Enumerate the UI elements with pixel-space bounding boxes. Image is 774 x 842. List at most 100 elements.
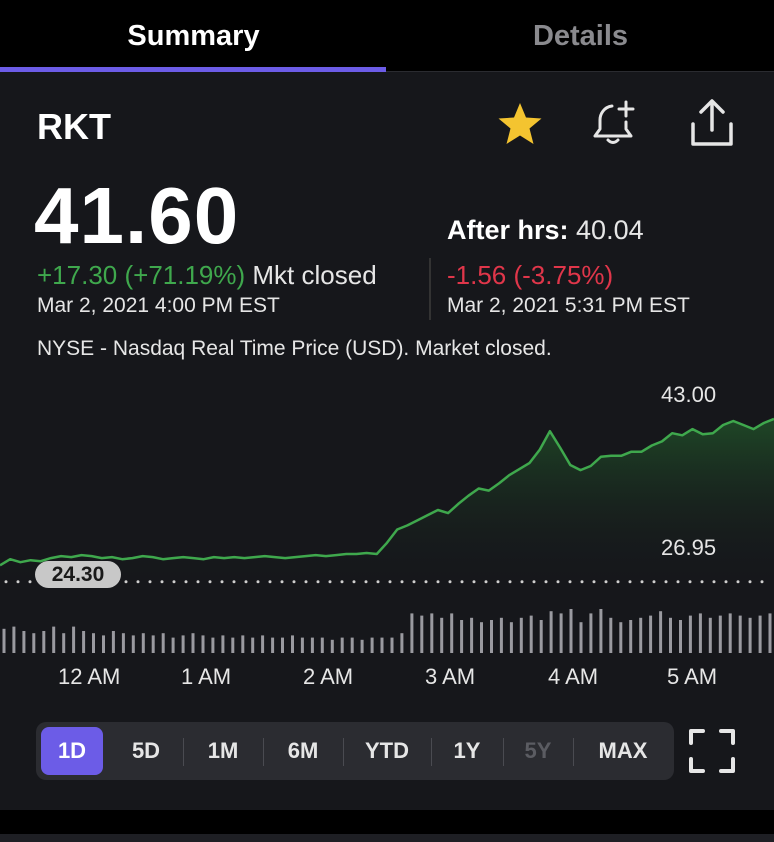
previous-close-dot [448,580,452,584]
previous-close-dot [700,580,704,584]
ticker-symbol: RKT [37,106,111,147]
chart-high-label: 43.00 [661,382,717,407]
range-separator [343,738,344,766]
volume-bar [649,615,653,653]
tab-summary[interactable]: Summary [127,20,260,52]
volume-bar [669,617,672,653]
previous-close-dot [520,580,524,584]
volume-bar [171,637,175,653]
quote-panel [0,72,774,810]
tab-divider [0,71,774,72]
previous-close-dot [364,580,368,584]
range-1y-button[interactable]: 1Y [453,738,481,763]
volume-bar [440,617,444,653]
volume-bar [151,635,155,653]
current-price: 41.60 [34,171,240,260]
previous-close-dot [628,580,632,584]
previous-close-dot [604,580,608,584]
volume-bar [679,620,682,653]
previous-close-dot [532,580,536,584]
volume-bar [141,633,145,653]
volume-bar [380,637,384,653]
volume-bar [390,637,394,653]
range-5d-button[interactable]: 5D [131,738,161,763]
close-timestamp: Mar 2, 2021 4:00 PM EST [37,294,280,317]
volume-bar [659,611,663,653]
range-separator [573,738,574,766]
previous-close-dot [508,580,512,584]
volume-bar [221,635,225,653]
volume-bar [579,622,583,653]
volume-bar [450,613,454,653]
range-1m-button[interactable]: 1M [207,738,239,763]
volume-bar [2,628,6,653]
previous-close-dot [472,580,476,584]
previous-close-dot [136,580,140,584]
volume-bar [201,635,205,653]
bell-plus-icon[interactable] [590,98,640,148]
volume-bar [261,635,265,653]
range-max-button[interactable]: MAX [598,738,648,763]
previous-close-dot [388,580,392,584]
range-6m-button[interactable]: 6M [287,738,319,763]
previous-close-dot [424,580,428,584]
range-5y-button: 5Y [524,738,552,763]
previous-close-dot [316,580,320,584]
active-tab-indicator [0,67,386,72]
tab-bar: Summary Details [0,0,774,72]
previous-close-dot [208,580,212,584]
volume-bar [52,626,56,653]
previous-close-dot [436,580,440,584]
previous-close-dot [544,580,548,584]
bottom-spacer [0,810,774,834]
previous-close-dot [256,580,260,584]
price-change: +17.30 (+71.19%) [37,260,246,290]
volume-bar [599,609,603,653]
range-ytd-button[interactable]: YTD [365,738,409,763]
previous-close-dot [292,580,296,584]
volume-bar [539,620,543,653]
previous-close-dot [556,580,560,584]
previous-close-dot [592,580,596,584]
volume-bar [281,637,284,653]
previous-close-badge: 24.30 [35,561,121,588]
range-1d-button[interactable]: 1D [41,727,103,775]
after-hours-label: After hrs: [447,215,569,245]
volume-bar [102,635,105,653]
fullscreen-icon[interactable] [688,728,736,774]
star-icon[interactable] [496,101,544,147]
market-status: Mkt closed [252,260,377,290]
volume-bar [271,637,275,653]
bottom-edge [0,834,774,842]
previous-close-dot [400,580,404,584]
range-separator [503,738,504,766]
previous-close-dot [676,580,680,584]
volume-bar [499,617,503,653]
price-chart[interactable] [0,380,774,700]
after-hours-price-line: After hrs: 40.04 [447,215,644,246]
volume-bar [92,633,95,653]
volume-bar [698,613,702,653]
previous-close-dot [220,580,224,584]
range-separator [183,738,184,766]
previous-close-dot [160,580,164,584]
previous-close-dot [304,580,308,584]
tab-details[interactable]: Details [532,20,629,52]
volume-bar [549,611,553,653]
volume-bar [360,639,364,653]
volume-bar [768,613,772,653]
previous-close-dot [4,580,8,584]
volume-bar [470,617,474,653]
previous-close-dot [328,580,332,584]
previous-close-dot [688,580,692,584]
previous-close-dot [652,580,656,584]
share-icon[interactable] [688,98,736,148]
volume-bar [211,637,215,653]
volume-bar [131,635,135,653]
volume-bar [460,620,464,653]
volume-bar [480,622,483,653]
previous-close-dot [232,580,236,584]
previous-close-dot [16,580,20,584]
volume-bar [241,635,245,653]
volume-bar [619,622,623,653]
